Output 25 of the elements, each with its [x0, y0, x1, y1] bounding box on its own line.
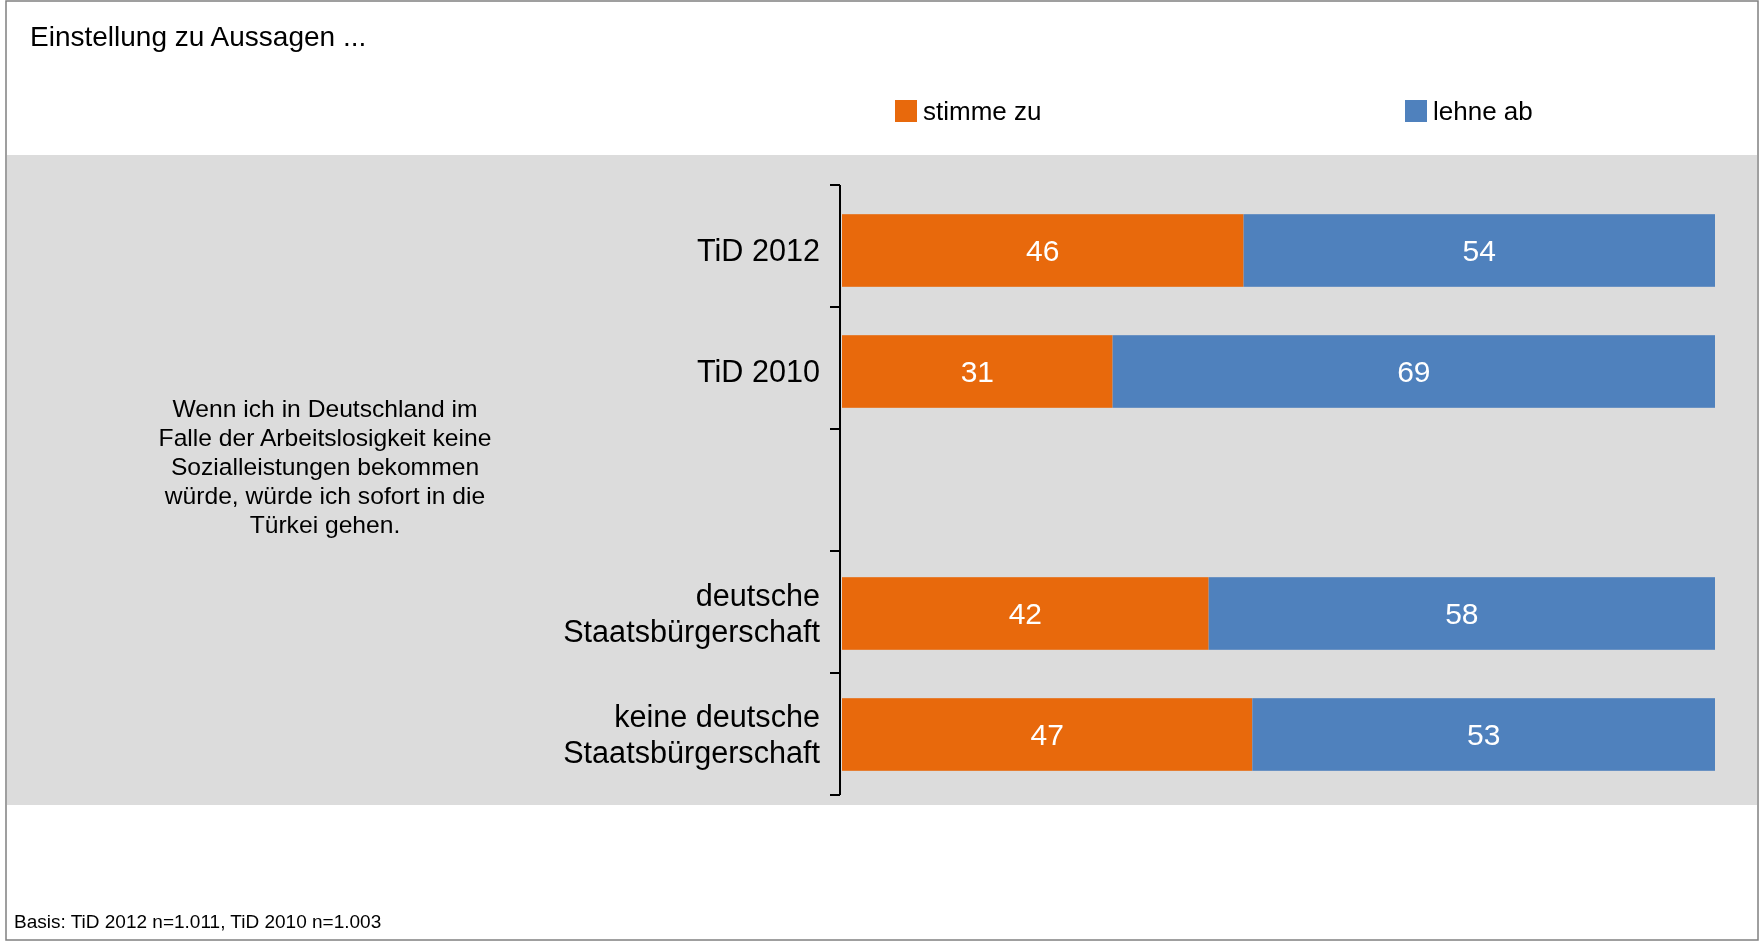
- data-label: 31: [960, 354, 994, 388]
- legend-label: stimme zu: [923, 96, 1042, 126]
- bar: [1252, 698, 1715, 771]
- text: Wenn ich in Deutschland im Falle der Arbeitslosigkeit keine Sozialleistungen bekommen würde, würde ich sofort in die Türkei gehen.: [158, 394, 492, 538]
- data-label: 46: [1026, 233, 1060, 267]
- y-tick-label: keine deutsche Staatsbürgerschaft: [563, 699, 821, 771]
- bar: [842, 214, 1244, 287]
- legend-label: lehne ab: [1433, 96, 1533, 126]
- bar: [1243, 214, 1715, 287]
- bar: [842, 577, 1209, 650]
- y-tick-label: deutsche Staatsbürgerschaft: [563, 578, 821, 650]
- y-tick-label: TiD 2012: [696, 233, 820, 268]
- data-label: 53: [1466, 717, 1501, 751]
- bar: [842, 335, 1113, 408]
- data-label: 54: [1462, 233, 1496, 267]
- data-label: 69: [1397, 354, 1431, 388]
- text: Basis: TiD 2012 n=1.011, TiD 2010 n=1.003: [14, 911, 382, 932]
- bar: [1112, 335, 1715, 408]
- y-tick-label: TiD 2010: [696, 354, 820, 389]
- bar: [842, 698, 1253, 771]
- bar: [1208, 577, 1715, 650]
- data-label: 47: [1030, 717, 1064, 751]
- text: Einstellung zu Aussagen ...: [30, 21, 367, 52]
- data-label: 42: [1008, 596, 1043, 630]
- data-label: 58: [1445, 596, 1479, 630]
